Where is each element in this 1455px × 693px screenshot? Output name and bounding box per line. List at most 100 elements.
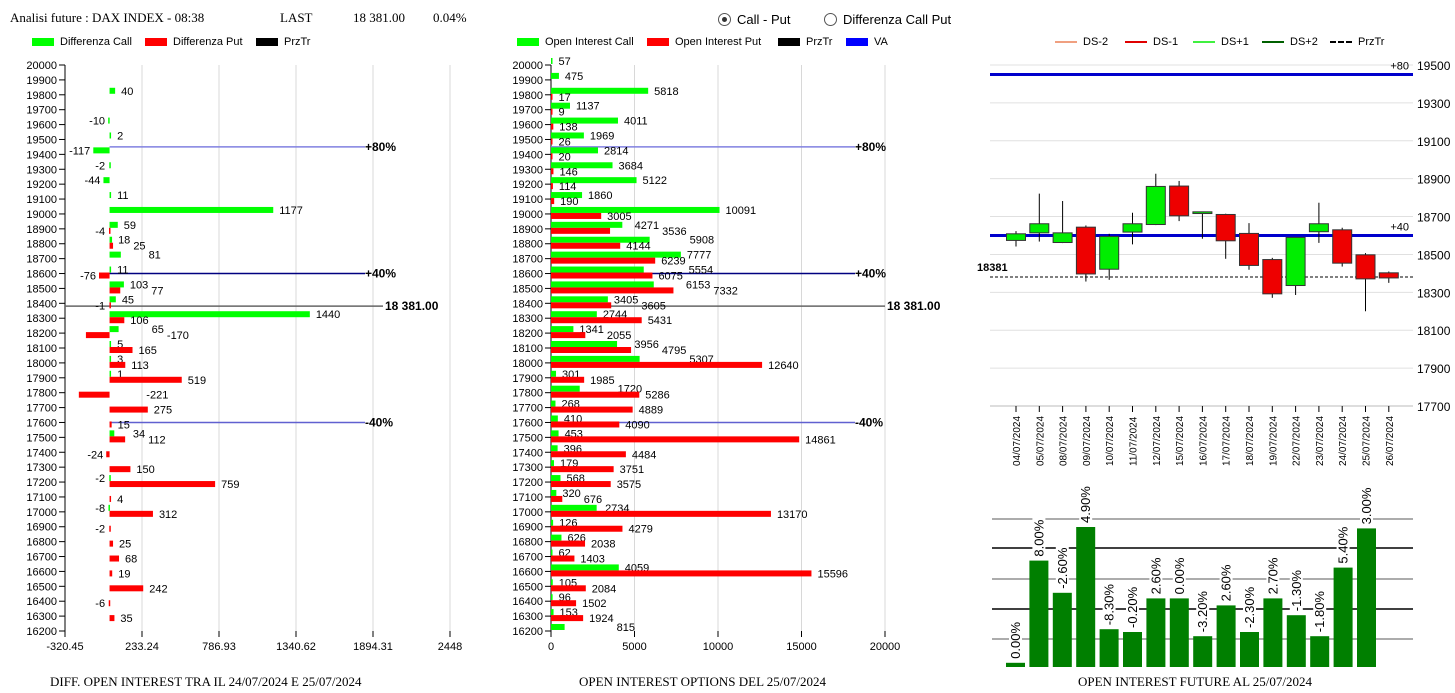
- y-tick-label: 19400: [512, 149, 543, 161]
- date-label: 18/07/2024: [1245, 416, 1256, 466]
- y-tick-label: 18100: [26, 343, 57, 355]
- oi-call-bar: [551, 147, 598, 154]
- oi-call-label: 3684: [619, 160, 643, 172]
- oi-call-bar: [551, 564, 619, 571]
- last-value: 18 381.00: [353, 10, 405, 25]
- oi-put-label: 3751: [620, 464, 644, 476]
- oi-put-label: 5286: [645, 390, 669, 402]
- label-background: [1032, 517, 1046, 559]
- x-tick-label: 233.24: [125, 641, 159, 653]
- date-label: 19/07/2024: [1268, 416, 1279, 466]
- radio-differenza-call-put[interactable]: Differenza Call Put: [824, 12, 951, 27]
- oi-put-bar: [551, 257, 656, 264]
- oi-call-bar: [551, 549, 553, 556]
- oi-call-bar: [551, 445, 558, 452]
- oi-call-label: 6153: [686, 279, 710, 291]
- oi-call-label: 7777: [687, 250, 711, 262]
- oi-call-bar: [551, 415, 558, 422]
- diff-put-bar: [109, 376, 182, 383]
- y-tick-label: 19700: [512, 105, 543, 117]
- y-tick-label: 17400: [512, 447, 543, 459]
- future-oi-label: 2.60%: [1148, 557, 1163, 594]
- diff-call-bar: [109, 132, 112, 139]
- legend-ds+2: DS+2: [1262, 36, 1318, 48]
- oi-put-label: 2084: [592, 583, 616, 595]
- oi-call-label: 1969: [590, 130, 614, 142]
- diff-put-bar: [109, 555, 120, 562]
- legend-label: Open Interest Call: [545, 36, 634, 48]
- oi-call-bar: [551, 475, 561, 482]
- diff-put-bar: [109, 361, 126, 368]
- oi-call-label: 3956: [634, 339, 658, 351]
- radio-call-put[interactable]: Call - Put: [718, 12, 790, 27]
- y-tick-label: 16400: [512, 596, 543, 608]
- legend-swatch: [846, 38, 868, 46]
- y-tick-label: 16700: [512, 552, 543, 564]
- y-tick-label: 17900: [512, 373, 543, 385]
- oi-put-label: 5431: [648, 315, 672, 327]
- y-tick-label: 19500: [1417, 59, 1451, 73]
- oi-put-label: 4144: [626, 241, 650, 253]
- oi-put-label: 3536: [662, 226, 686, 238]
- oi-call-bar: [551, 251, 681, 258]
- oi-put-bar: [551, 272, 653, 279]
- oi-put-label: 9: [559, 107, 565, 119]
- date-label: 11/07/2024: [1129, 416, 1140, 466]
- future-oi-bar: [1099, 629, 1119, 667]
- y-tick-label: 19100: [512, 194, 543, 206]
- y-tick-label: 19800: [26, 90, 57, 102]
- x-tick-label: 10000: [703, 641, 734, 653]
- future-oi-label: 8.00%: [1031, 519, 1046, 556]
- diff-put-label: -24: [87, 449, 103, 461]
- diff-call-bar: [109, 251, 121, 258]
- y-tick-label: 17700: [26, 403, 57, 415]
- future-oi-label: -2.30%: [1242, 586, 1257, 628]
- y-tick-label: 18200: [512, 328, 543, 340]
- chart-caption-oi: OPEN INTEREST OPTIONS DEL 25/07/2024: [579, 674, 826, 689]
- future-oi-label: -1.30%: [1289, 570, 1304, 612]
- y-tick-label: 19500: [26, 134, 57, 146]
- candle-body: [1308, 223, 1329, 233]
- oi-put-label: 146: [559, 166, 577, 178]
- diff-put-bar: [109, 227, 111, 234]
- label-background: [1149, 555, 1163, 597]
- label-background: [1102, 581, 1116, 628]
- oi-put-bar: [551, 481, 611, 488]
- diff-put-label: 275: [154, 405, 172, 417]
- oi-put-bar: [551, 391, 640, 398]
- legend-label: VA: [874, 36, 888, 48]
- y-tick-label: 17300: [512, 462, 543, 474]
- oi-call-bar: [551, 58, 553, 64]
- legend-label: Open Interest Put: [675, 36, 762, 48]
- oi-put-bar: [551, 510, 771, 517]
- candle-body: [1192, 211, 1213, 215]
- diff-call-bar: [109, 206, 274, 213]
- oi-call-bar: [551, 341, 618, 347]
- oi-put-label: 1924: [589, 613, 613, 625]
- diff-put-bar: [109, 287, 121, 294]
- legend-swatch: [1193, 41, 1215, 43]
- legend-ds+1: DS+1: [1193, 36, 1249, 48]
- candle-body: [1052, 232, 1073, 244]
- diff-put-bar: [109, 406, 148, 413]
- oi-call-bar: [551, 385, 580, 392]
- oi-put-label: 190: [560, 196, 578, 208]
- legend-label: DS-1: [1153, 36, 1179, 48]
- oi-call-bar: [551, 609, 554, 616]
- future-oi-bar: [1123, 632, 1142, 667]
- oi-put-label: 3575: [617, 479, 641, 491]
- oi-put-label: 676: [584, 494, 602, 506]
- oi-put-label: 13170: [777, 509, 808, 521]
- oi-put-bar: [551, 212, 602, 219]
- candle-body: [1099, 235, 1120, 270]
- oi-call-label: 815: [617, 622, 635, 634]
- legend-label: PrzTr: [1358, 36, 1385, 48]
- oi-put-bar: [551, 183, 553, 190]
- future-oi-bar: [1052, 592, 1072, 667]
- y-tick-label: 16900: [512, 522, 543, 534]
- legend-label: Differenza Put: [173, 36, 243, 48]
- diff-call-label: 59: [124, 220, 136, 232]
- y-tick-label: 19600: [512, 120, 543, 132]
- oi-call-bar: [551, 355, 640, 362]
